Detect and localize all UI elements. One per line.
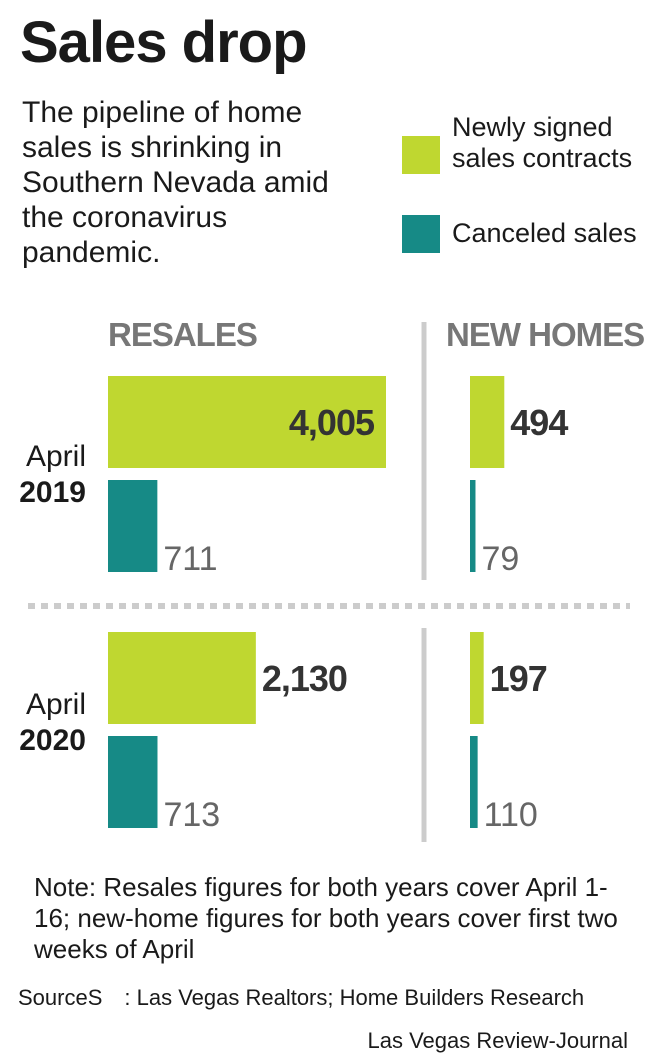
credit-line: Las Vegas Review-Journal — [367, 1028, 628, 1053]
bar-chart: 4,005 2,130 711 713 494 197 79 110 — [28, 322, 630, 842]
value-label-new-homes-new-2020: 197 — [490, 658, 547, 699]
bar-resales-new-2019 — [108, 376, 386, 468]
value-label-resales-new-2019: 4,005 — [289, 402, 375, 443]
value-label-new-homes-canceled-2019: 79 — [481, 540, 519, 578]
bar-new-homes-canceled-2020 — [470, 736, 478, 828]
value-label-new-homes-canceled-2020: 110 — [484, 796, 538, 834]
value-label-resales-new-2020: 2,130 — [262, 658, 347, 699]
row-month-2020: April — [25, 688, 86, 721]
value-label-resales-canceled-2019: 711 — [163, 540, 217, 578]
bar-new-homes-new-2019 — [470, 376, 505, 468]
row-month-2019: April — [25, 440, 86, 473]
legend-swatch-new — [402, 136, 440, 174]
bar-resales-new-2020 — [108, 632, 256, 724]
legend-label-canceled: Canceled sales — [452, 218, 637, 248]
note: Note: Resales figures for both years cov… — [34, 872, 618, 964]
source-line: SourceS : Las Vegas Realtors; Home Build… — [18, 985, 585, 1010]
legend-swatch-canceled — [402, 215, 440, 253]
value-label-resales-canceled-2020: 713 — [163, 796, 220, 834]
column-header-resales: RESALES — [108, 316, 258, 353]
bar-resales-canceled-2020 — [108, 736, 158, 828]
chart-title: Sales drop — [20, 10, 308, 75]
bar-resales-canceled-2019 — [108, 480, 158, 572]
column-header-new-homes: NEW HOMES — [446, 316, 645, 353]
row-year-2019: 2019 — [19, 476, 86, 509]
bar-new-homes-new-2020 — [470, 632, 484, 724]
chart-subtitle: The pipeline of home sales is shrinking … — [22, 96, 329, 269]
legend-label-new: Newly signed sales contracts — [452, 112, 633, 173]
bar-new-homes-canceled-2019 — [470, 480, 476, 572]
value-label-new-homes-new-2019: 494 — [510, 402, 568, 443]
row-year-2020: 2020 — [19, 724, 86, 757]
